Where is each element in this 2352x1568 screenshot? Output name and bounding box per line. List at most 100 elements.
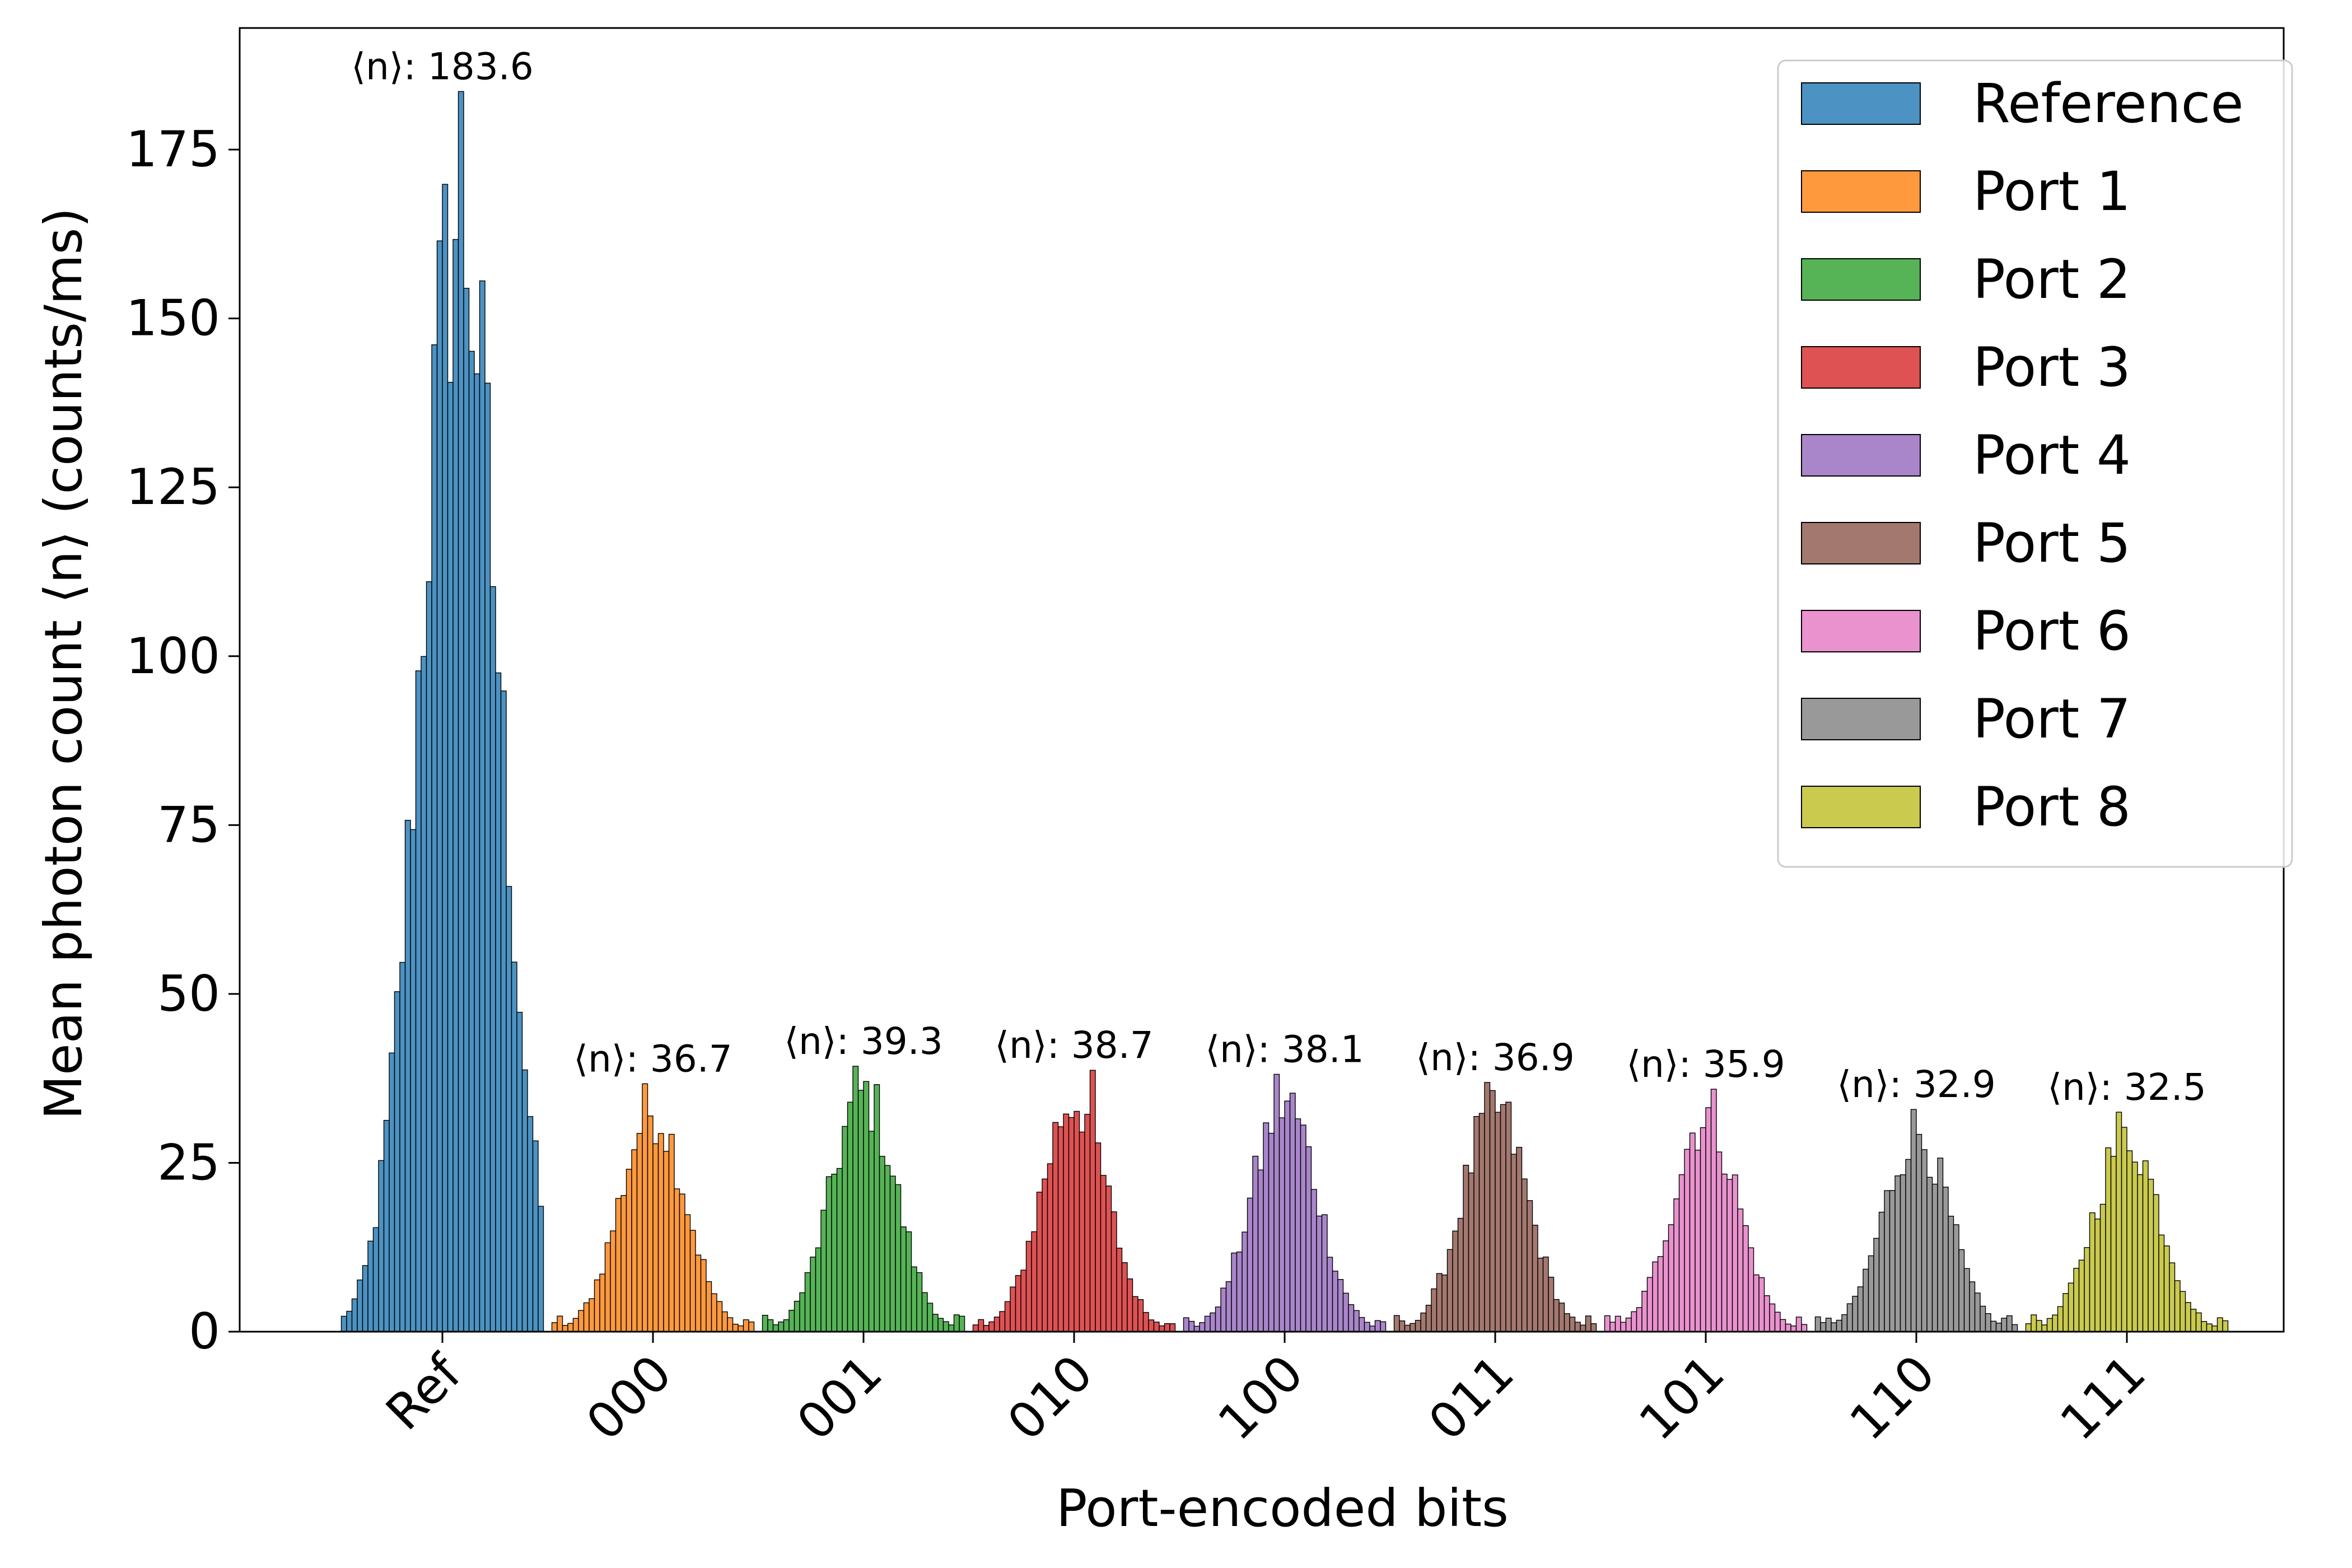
bar (1164, 1323, 1170, 1332)
legend-swatch (1801, 610, 1921, 652)
bar (1210, 1312, 1216, 1332)
bar (1958, 1249, 1965, 1332)
bar (1431, 1288, 1438, 1332)
bar (562, 1325, 568, 1332)
bar (874, 1084, 880, 1332)
bar (2001, 1318, 2008, 1332)
bar (610, 1230, 617, 1332)
bar (1609, 1322, 1616, 1332)
mean-annotation: ⟨n⟩: 38.7 (995, 1024, 1154, 1067)
bar (1889, 1190, 1896, 1332)
bar (1242, 1231, 1248, 1332)
bar (988, 1321, 995, 1332)
bar (1990, 1320, 1997, 1332)
mean-annotation: ⟨n⟩: 32.5 (2047, 1066, 2206, 1109)
bar (404, 820, 411, 1332)
bar (1142, 1312, 1149, 1332)
legend-label: Port 3 (1973, 336, 2131, 399)
y-tick-label: 50 (157, 965, 220, 1023)
bar (1678, 1174, 1685, 1332)
y-tick-label: 100 (126, 627, 220, 685)
bar (1452, 1230, 1459, 1332)
bar (1646, 1277, 1653, 1332)
bar (2084, 1247, 2090, 1332)
mean-annotations: ⟨n⟩: 183.6 ⟨n⟩: 36.7 ⟨n⟩: 39.3 ⟨n⟩: 38.7 ⟨n⟩… (351, 45, 2206, 1109)
bar (716, 1301, 723, 1332)
bar (884, 1165, 891, 1332)
bar (1348, 1304, 1355, 1332)
bar (1841, 1314, 1848, 1332)
bar (1495, 1112, 1501, 1332)
bar (2105, 1147, 2112, 1332)
bar (1521, 1178, 1528, 1332)
bar (1079, 1131, 1085, 1332)
bar (2216, 1317, 2223, 1332)
bar (857, 1090, 864, 1332)
bar (1825, 1318, 1832, 1332)
bar (879, 1156, 885, 1332)
bar (1015, 1275, 1021, 1332)
bar (1742, 1225, 1749, 1332)
bar (1785, 1323, 1791, 1332)
bar (895, 1184, 902, 1332)
bar (767, 1319, 774, 1332)
legend-label: Port 6 (1973, 600, 2131, 662)
bar (1705, 1107, 1712, 1332)
bar (383, 1119, 390, 1332)
bar (1204, 1315, 1211, 1332)
bar (1316, 1215, 1323, 1332)
bar (778, 1321, 785, 1332)
bar (889, 1175, 896, 1332)
bar (1569, 1317, 1576, 1332)
bar (978, 1319, 984, 1332)
bar (1652, 1261, 1659, 1332)
bar (1641, 1291, 1648, 1332)
y-tick-label: 175 (126, 120, 220, 178)
bar (1231, 1252, 1238, 1332)
bar (1673, 1198, 1680, 1332)
bar (1468, 1172, 1474, 1332)
bar (1252, 1155, 1259, 1332)
bar (2131, 1161, 2138, 1332)
bar (1995, 1322, 2002, 1332)
bar (2174, 1280, 2181, 1332)
bar (1057, 1126, 1064, 1332)
bar (663, 1151, 670, 1332)
bar (2148, 1179, 2154, 1332)
bar (1614, 1315, 1621, 1332)
legend-label: Port 5 (1973, 512, 2131, 575)
bar (521, 1069, 528, 1332)
bar (557, 1315, 563, 1332)
bar (847, 1102, 853, 1332)
bar (783, 1319, 790, 1332)
bar (652, 1143, 659, 1332)
bar (1980, 1305, 1986, 1332)
legend-swatch (1801, 258, 1921, 301)
bar (772, 1324, 779, 1332)
bar (604, 1242, 611, 1332)
bar (1457, 1217, 1464, 1332)
bar (1295, 1118, 1301, 1332)
mean-annotation: ⟨n⟩: 183.6 (351, 45, 534, 88)
bar (983, 1324, 990, 1332)
bar (1220, 1287, 1227, 1332)
bar (1305, 1146, 1312, 1332)
bar (1942, 1187, 1949, 1332)
bar (1446, 1249, 1453, 1332)
bar (852, 1066, 859, 1332)
bar (959, 1315, 965, 1332)
bar (2201, 1320, 2208, 1332)
bar (1564, 1313, 1570, 1332)
bar (1585, 1315, 1592, 1332)
bar (1732, 1174, 1738, 1332)
bar (689, 1230, 696, 1332)
bar (1769, 1303, 1776, 1332)
bar (2121, 1127, 2127, 1332)
bar (415, 670, 422, 1332)
bar (1273, 1074, 1280, 1332)
bar (1542, 1256, 1549, 1332)
bar (1657, 1256, 1664, 1332)
bar (1801, 1324, 1808, 1332)
bar (1463, 1164, 1469, 1332)
bar (1580, 1324, 1586, 1332)
